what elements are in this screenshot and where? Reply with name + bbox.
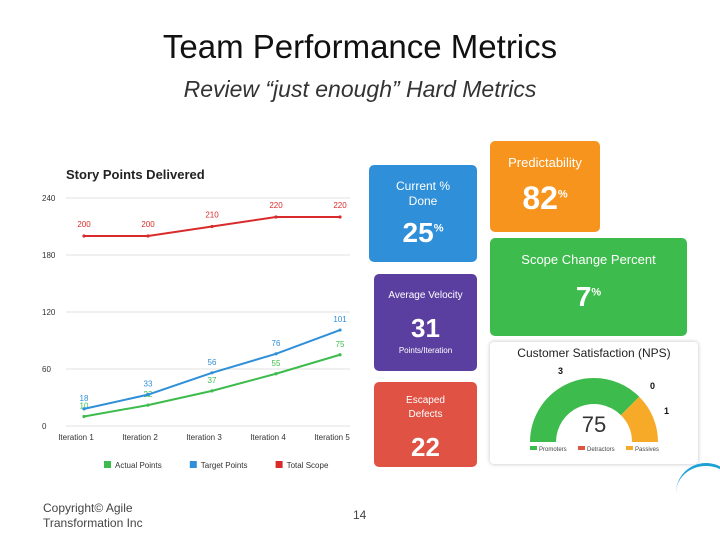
data-point (274, 352, 278, 356)
slide-title: Team Performance Metrics (162, 28, 558, 65)
predictability-value: 82 (522, 180, 558, 216)
gauge-promoters-segment (530, 378, 640, 442)
velocity-sublabel: Points/Iteration (398, 346, 453, 355)
data-label: 210 (205, 211, 219, 220)
data-point (338, 353, 342, 357)
predictability-label: Predictability (508, 155, 582, 170)
nps-gauge: 75 3 0 1 Promoters Detractors Passives (530, 366, 669, 453)
legend-label: Target Points (201, 461, 248, 470)
escaped-defects-tile: Escaped Defects 22 (374, 382, 477, 467)
data-point (210, 224, 214, 229)
data-point (338, 328, 342, 332)
x-tick-label: Iteration 2 (122, 433, 158, 442)
nps-title: Customer Satisfaction (NPS) (517, 346, 671, 360)
current-done-label-2: Done (408, 194, 438, 208)
data-point (146, 393, 150, 397)
data-point (146, 234, 150, 238)
gauge-passives-segment (620, 396, 658, 442)
story-points-chart: Story Points Delivered 0 60 120 180 240 Iterat… (42, 167, 350, 470)
data-label: 10 (80, 402, 89, 411)
chart-title: Story Points Delivered (66, 167, 205, 182)
current-done-unit: % (433, 222, 444, 235)
y-tick-label: 120 (42, 308, 56, 317)
defects-label-2: Defects (408, 409, 443, 420)
y-tick-label: 60 (42, 365, 51, 374)
predictability-unit: % (557, 188, 568, 201)
data-label: 55 (272, 359, 281, 368)
data-label: 76 (272, 339, 281, 348)
nps-legend-swatch (530, 446, 537, 450)
data-point (82, 414, 86, 419)
legend-label: Total Scope (287, 461, 329, 470)
data-point (82, 234, 86, 238)
defects-value: 22 (411, 432, 440, 462)
velocity-label: Average Velocity (388, 290, 463, 301)
defects-label-1: Escaped (406, 395, 445, 406)
data-point (210, 389, 214, 393)
nps-legend-swatch (626, 446, 633, 450)
promoters-count: 3 (558, 366, 563, 376)
data-label: 18 (80, 394, 89, 403)
legend-swatch (275, 461, 283, 468)
legend-label: Actual Points (115, 461, 162, 470)
current-done-value: 25 (402, 217, 434, 248)
scope-change-label: Scope Change Percent (521, 252, 656, 267)
detractors-count: 0 (650, 381, 655, 391)
legend-swatch (104, 461, 111, 468)
data-label: 56 (208, 358, 217, 367)
y-tick-label: 180 (42, 251, 56, 260)
data-point (274, 215, 278, 219)
x-tick-label: Iteration 3 (186, 433, 222, 442)
data-point (210, 371, 214, 375)
corner-accent-shape (676, 463, 720, 496)
legend-swatch (189, 461, 197, 468)
nps-legend-label: Passives (635, 447, 659, 453)
data-label: 101 (333, 315, 347, 324)
nps-legend-label: Detractors (587, 447, 615, 453)
copyright-text: Copyright© Agile Transformation Inc (43, 501, 143, 531)
current-done-tile: Current % Done 25% (369, 165, 477, 262)
data-label: 200 (77, 220, 91, 229)
x-tick-label: Iteration 5 (314, 433, 350, 442)
data-point (274, 372, 278, 376)
copyright-line-2: Transformation Inc (43, 516, 143, 530)
scope-change-tile: Scope Change Percent 7% (490, 238, 687, 336)
nps-score: 75 (582, 412, 606, 437)
x-tick-label: Iteration 1 (58, 433, 94, 442)
data-label: 200 (141, 220, 155, 229)
nps-legend-swatch (578, 446, 585, 450)
current-done-label-1: Current % (395, 179, 451, 193)
scope-change-value: 7 (575, 281, 592, 312)
nps-legend-label: Promoters (539, 447, 567, 453)
velocity-value: 31 (411, 313, 440, 343)
data-point (338, 215, 342, 219)
data-label: 220 (333, 201, 347, 210)
average-velocity-tile: Average Velocity 31 Points/Iteration (374, 274, 477, 371)
data-label: 75 (336, 340, 345, 349)
data-point (146, 403, 150, 407)
x-tick-label: Iteration 4 (250, 433, 286, 442)
passives-count: 1 (664, 406, 669, 416)
y-tick-label: 240 (42, 194, 56, 203)
nps-card: Customer Satisfaction (NPS) 75 3 0 1 Promote… (490, 342, 698, 464)
data-label: 33 (144, 380, 153, 389)
scope-change-unit: % (591, 286, 602, 299)
slide-subtitle: Review “just enough” Hard Metrics (183, 76, 537, 102)
data-label: 37 (208, 376, 217, 385)
data-label: 220 (269, 201, 283, 210)
y-tick-label: 0 (42, 422, 47, 431)
predictability-tile: Predictability 82% (490, 141, 600, 232)
data-point (82, 407, 86, 411)
copyright-line-1: Copyright© Agile (43, 501, 133, 515)
page-number: 14 (353, 508, 367, 522)
